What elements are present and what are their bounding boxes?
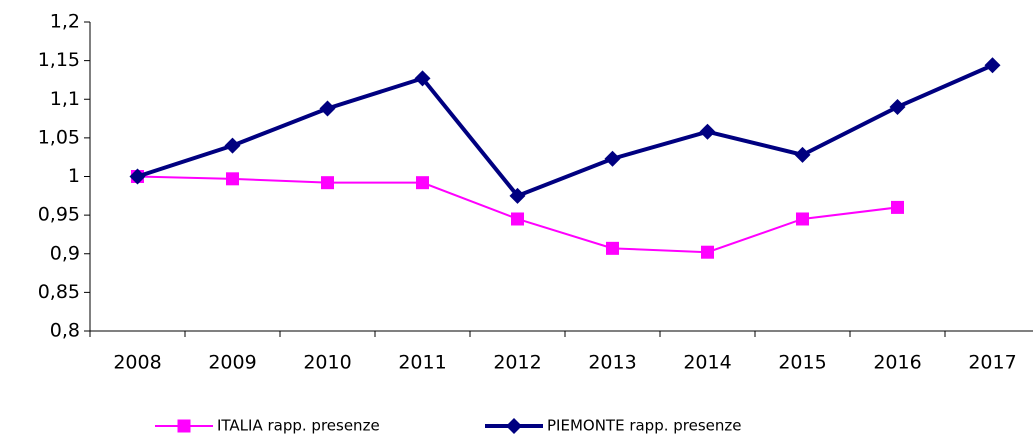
data-point [129,168,146,185]
legend-label: ITALIA rapp. presenze [217,417,380,435]
series-line [136,63,994,199]
x-tick-label: 2015 [778,352,826,374]
data-point [889,98,906,115]
y-tick-label: 1,1 [50,88,80,110]
x-tick-label: 2016 [873,352,921,374]
legend-marker [506,418,522,434]
data-point [511,212,524,226]
data-point [416,176,429,190]
y-tick-label: 1 [68,165,80,187]
y-tick-label: 1,2 [50,11,80,33]
data-point [321,176,334,190]
data-point [319,100,336,117]
y-tick-label: 0,8 [50,320,80,342]
y-tick-label: 1,05 [38,126,80,148]
x-tick-label: 2008 [113,352,161,374]
data-point [604,150,621,167]
x-tick-label: 2017 [968,352,1016,374]
data-point [509,187,526,204]
x-tick-label: 2012 [493,352,541,374]
y-tick-label: 0,9 [50,242,80,264]
data-point [414,70,431,87]
data-point [226,172,239,186]
x-tick-label: 2013 [588,352,636,374]
x-tick-label: 2010 [303,352,351,374]
data-point [891,200,904,214]
data-point [794,146,811,163]
x-tick-label: 2011 [398,352,446,374]
x-tick-label: 2014 [683,352,731,374]
data-point [701,245,714,259]
data-point [796,212,809,226]
y-tick-label: 0,95 [38,204,80,226]
data-point [606,241,619,255]
legend-label: PIEMONTE rapp. presenze [547,417,742,435]
legend-marker [177,419,191,433]
data-point [224,137,241,154]
data-point [699,123,716,140]
data-point [984,57,1001,74]
y-tick-label: 0,85 [38,281,80,303]
y-tick-label: 1,15 [38,49,80,71]
x-tick-label: 2009 [208,352,256,374]
